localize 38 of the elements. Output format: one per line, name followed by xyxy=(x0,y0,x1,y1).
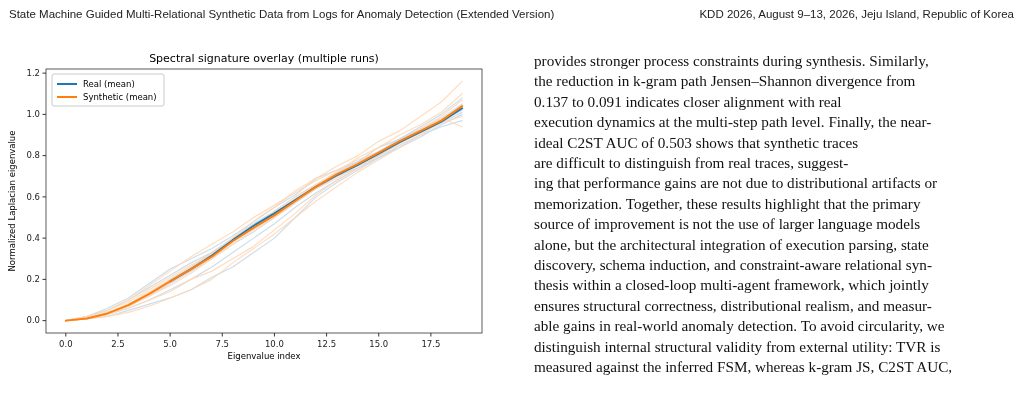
y-tick-label: 0.2 xyxy=(26,274,40,285)
text: able gains in real-world anomaly detection. To avoid circularity, we xyxy=(534,317,945,335)
x-tick-label: 5.0 xyxy=(163,339,177,349)
y-tick-label: 0.8 xyxy=(26,150,40,161)
text: measured against the inferred FSM, whereas k-gram JS, C2ST AUC, xyxy=(534,358,953,375)
chart-title: Spectral signature overlay (multiple runs) xyxy=(149,52,379,65)
text: alone, but the architectural integration of execution parsing, state xyxy=(534,235,929,253)
legend-label: Real (mean) xyxy=(83,78,135,89)
y-tick-label: 0.4 xyxy=(26,232,40,243)
text: ideal C2ST AUC of 0.503 shows that synthetic traces xyxy=(534,133,859,151)
text: are difficult to distinguish from real traces, suggest- xyxy=(534,154,849,171)
source-note: source of improvement is not the use of larger language models xyxy=(534,215,921,233)
x-tick-label: 17.5 xyxy=(421,339,441,349)
text: discovery, schema induction, and constraint-aware relational syn- xyxy=(534,256,932,273)
legend-label: Synthetic (mean) xyxy=(83,91,157,102)
text: provides stronger process constraints during synthesis. Similarly, xyxy=(534,52,929,69)
x-tick-label: 12.5 xyxy=(317,339,337,349)
y-tick-label: 1.0 xyxy=(26,109,40,120)
text: KDD 2026, August 9–13, 2026, Jeju Island, Republic of Korea xyxy=(699,8,1015,20)
text: thesis within a closed-loop multi-agent framework, which jointly xyxy=(534,276,930,294)
text: State Machine Guided Multi-Relational Synthetic Data from Logs for Anomaly Detection (Extended Version) xyxy=(9,8,555,20)
y-axis-title: Normalized Laplacian eigenvalue xyxy=(7,130,17,272)
text: execution dynamics at the multi-step path level. Finally, the near- xyxy=(534,113,932,131)
x-tick-label: 7.5 xyxy=(215,339,230,349)
text: distinguish internal structural validity from external utility: TVR is xyxy=(534,337,941,355)
y-tick-label: 0.0 xyxy=(26,315,40,326)
x-axis-title: Eigenvalue index xyxy=(227,351,301,361)
x-tick-label: 15.0 xyxy=(369,339,389,349)
text: memorization. Together, these results highlight that the primary xyxy=(534,194,921,212)
text: ing that performance gains are not due to distributional artifacts or xyxy=(534,174,938,192)
text: ensures structural correctness, distributional realism, and measur- xyxy=(534,296,932,314)
x-tick-label: 2.5 xyxy=(111,339,125,349)
x-tick-label: 0.0 xyxy=(59,339,73,349)
y-tick-label: 0.6 xyxy=(26,191,40,202)
x-tick-label: 10.0 xyxy=(264,339,284,349)
text: 0.137 to 0.091 indicates closer alignment with real xyxy=(534,92,842,110)
y-tick-label: 1.2 xyxy=(26,67,40,78)
text: the reduction in k-gram path Jensen–Shannon divergence from xyxy=(534,72,916,90)
